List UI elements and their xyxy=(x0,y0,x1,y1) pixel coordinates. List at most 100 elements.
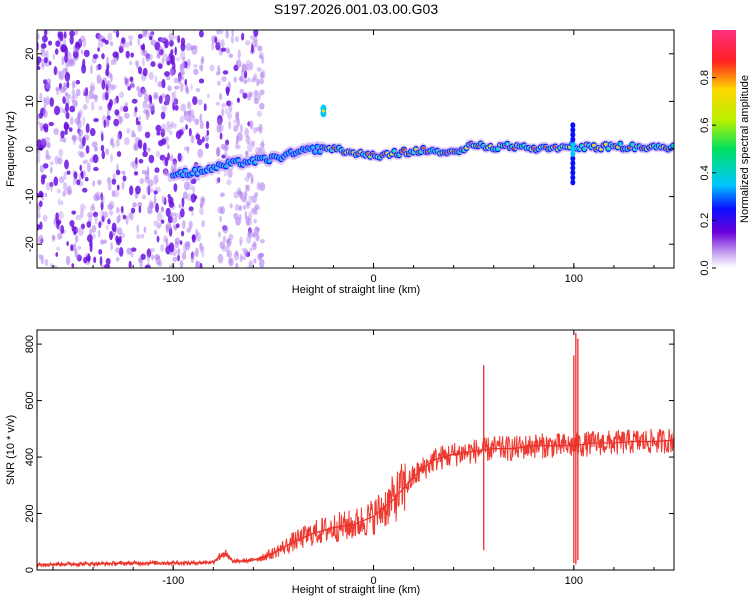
noise-blob xyxy=(55,87,60,92)
noise-blob xyxy=(69,219,75,227)
snr-panel: -100 0 100 0 200 400 600 800 Height of straight… xyxy=(5,329,675,596)
noise-blob xyxy=(228,104,233,113)
noise-blob xyxy=(44,137,51,143)
noise-blob xyxy=(206,129,210,136)
noise-blob xyxy=(56,246,60,251)
noise-blob xyxy=(197,99,203,106)
noise-blob xyxy=(141,88,147,95)
noise-blob xyxy=(38,112,44,119)
noise-blob xyxy=(219,215,222,223)
noise-blob xyxy=(236,61,239,70)
noise-blob xyxy=(132,202,137,208)
noise-blob xyxy=(95,195,102,201)
noise-blob xyxy=(62,181,68,192)
x-tick-label: 100 xyxy=(565,575,583,587)
noise-blob xyxy=(201,197,205,207)
noise-blob xyxy=(253,95,258,101)
noise-blob xyxy=(71,95,75,103)
noise-blob xyxy=(43,97,47,103)
noise-blob xyxy=(112,143,116,149)
noise-blob xyxy=(181,61,186,70)
noise-blob xyxy=(138,115,142,121)
noise-blob xyxy=(153,190,158,195)
noise-blob xyxy=(222,225,229,234)
noise-blob xyxy=(76,88,81,97)
noise-blob xyxy=(101,194,105,205)
noise-blob xyxy=(257,146,262,154)
noise-blob xyxy=(139,259,143,268)
noise-blob xyxy=(255,227,260,232)
noise-blob xyxy=(62,96,66,104)
noise-blob xyxy=(191,234,196,243)
noise-blob xyxy=(225,30,229,39)
noise-blob xyxy=(92,233,96,240)
noise-blob xyxy=(209,64,215,72)
noise-blob xyxy=(216,146,220,157)
chart-title: S197.2026.001.03.00.G03 xyxy=(274,1,438,17)
noise-blob xyxy=(220,47,227,52)
track-inner xyxy=(670,143,674,148)
noise-blob xyxy=(116,227,123,236)
noise-blob xyxy=(159,154,166,161)
y-tick-label: -20 xyxy=(24,236,36,252)
noise-blob xyxy=(89,82,96,92)
colorbar-ticks: 0.0 0.2 0.4 0.6 0.8 xyxy=(699,70,716,276)
noise-blob xyxy=(246,172,252,179)
noise-blob xyxy=(219,206,226,215)
noise-blob xyxy=(247,77,251,83)
noise-blob xyxy=(249,247,253,253)
noise-blob xyxy=(217,231,221,238)
noise-blob xyxy=(258,93,261,101)
noise-blob xyxy=(165,224,169,233)
noise-blob xyxy=(74,250,78,258)
noise-blob xyxy=(147,209,154,214)
noise-blob xyxy=(150,39,157,46)
noise-blob xyxy=(124,102,129,107)
noise-blob xyxy=(155,202,160,213)
noise-blob xyxy=(82,103,88,111)
noise-blob xyxy=(154,75,158,83)
snr-ylabel: SNR (10 * v/v) xyxy=(5,415,17,485)
noise-blob xyxy=(72,178,77,185)
noise-blob xyxy=(190,193,197,203)
noise-blob xyxy=(224,245,230,253)
noise-blob xyxy=(156,225,161,230)
noise-blob xyxy=(179,115,185,124)
noise-blob xyxy=(84,86,89,97)
x-tick-label: 0 xyxy=(370,273,376,285)
noise-blob xyxy=(161,78,166,89)
noise-blob xyxy=(165,76,171,81)
noise-blob xyxy=(161,206,164,213)
noise-blob xyxy=(243,190,248,200)
noise-blob xyxy=(130,247,137,252)
noise-blob xyxy=(125,50,130,59)
noise-blob xyxy=(259,89,265,96)
noise-blob xyxy=(246,218,253,226)
noise-blob xyxy=(227,250,232,259)
noise-blob xyxy=(246,202,250,209)
noise-blob xyxy=(133,171,139,176)
noise-blob xyxy=(111,84,118,89)
noise-blob xyxy=(62,190,67,197)
noise-blob xyxy=(74,117,81,125)
snr-series-line xyxy=(37,439,674,565)
noise-blob xyxy=(51,235,56,243)
y-tick-label: 600 xyxy=(24,391,36,409)
noise-blob xyxy=(71,225,75,232)
noise-blob xyxy=(121,181,125,190)
noise-blob xyxy=(82,187,88,193)
noise-blob xyxy=(59,31,64,42)
noise-blob xyxy=(252,36,258,42)
noise-blob xyxy=(37,156,41,164)
noise-blob xyxy=(260,71,265,79)
noise-blob xyxy=(183,110,189,121)
noise-blob xyxy=(160,123,167,134)
noise-blob xyxy=(148,187,154,193)
noise-blob xyxy=(219,192,225,198)
noise-blob xyxy=(238,76,243,81)
noise-blob xyxy=(246,235,252,244)
noise-blob xyxy=(140,253,146,260)
noise-blob xyxy=(66,58,70,68)
noise-blob xyxy=(118,116,123,125)
noise-blob xyxy=(230,35,234,44)
